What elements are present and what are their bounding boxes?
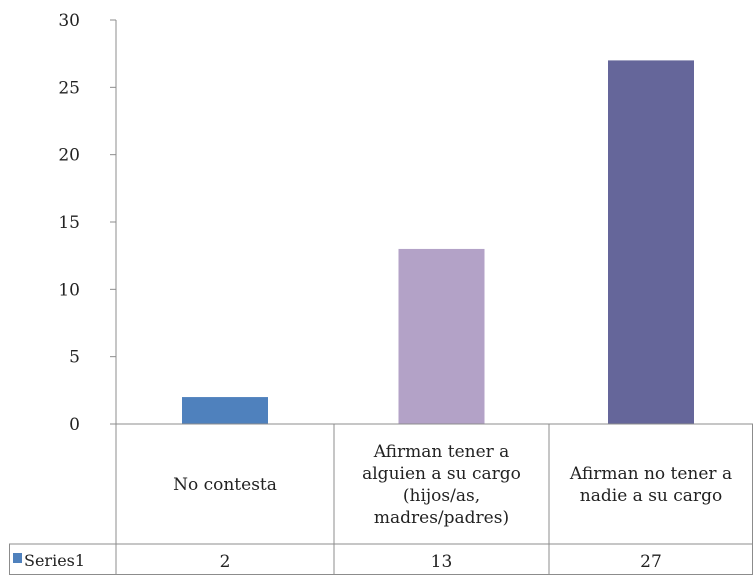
- table-value: 27: [640, 552, 662, 572]
- category-label: Afirman tener a alguien a su cargo (hijos/…: [362, 442, 521, 528]
- y-tick-label: 0: [69, 415, 80, 435]
- y-tick-label: 25: [58, 78, 80, 98]
- y-tick-label: 30: [58, 11, 80, 31]
- legend-series-label: Series1: [24, 551, 85, 570]
- bar: [608, 60, 694, 425]
- legend-swatch: [13, 553, 22, 563]
- bar: [182, 397, 268, 424]
- y-tick-label: 15: [58, 213, 80, 233]
- y-tick-label: 20: [58, 146, 80, 166]
- bar: [398, 248, 485, 424]
- y-tick-label: 10: [58, 280, 80, 300]
- category-label: Afirman no tener a nadie a su cargo: [569, 464, 732, 506]
- y-axis: 0 5 10 15 20 25 30: [58, 11, 117, 435]
- data-table: No contesta Afirman tener a alguien a su c…: [9, 423, 753, 575]
- category-label: No contesta: [173, 475, 277, 495]
- table-value: 2: [220, 552, 231, 572]
- y-tick-label: 5: [69, 348, 80, 368]
- table-value: 13: [431, 552, 453, 572]
- bars: [182, 60, 694, 425]
